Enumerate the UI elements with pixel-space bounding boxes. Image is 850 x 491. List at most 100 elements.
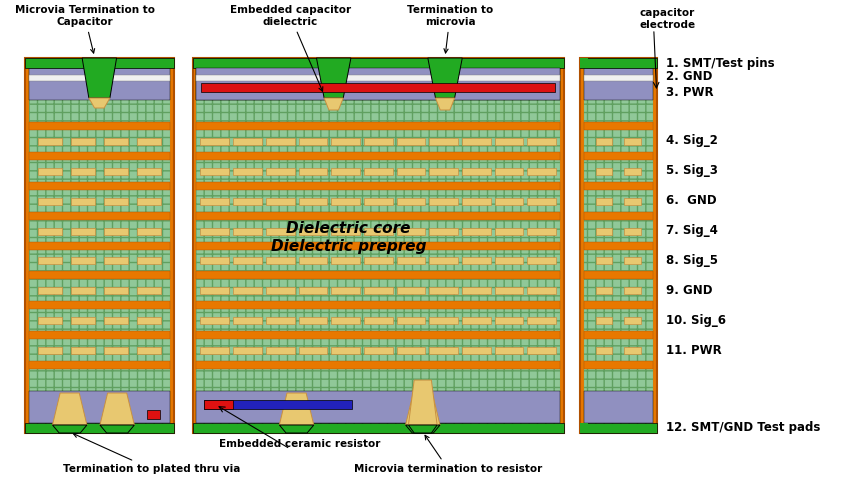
Bar [462, 317, 490, 324]
Bar [429, 168, 458, 175]
Bar [71, 198, 95, 205]
Text: Embedded capacitor
dielectric: Embedded capacitor dielectric [230, 5, 351, 91]
Bar [29, 62, 170, 429]
Polygon shape [100, 425, 134, 433]
Bar [332, 287, 360, 294]
Bar [266, 287, 294, 294]
Bar [266, 168, 294, 175]
Bar [596, 287, 612, 294]
Bar [625, 168, 641, 175]
Polygon shape [324, 98, 343, 110]
Bar [233, 347, 262, 354]
Bar [137, 227, 161, 235]
Bar [462, 198, 490, 205]
Polygon shape [405, 425, 440, 433]
Bar [137, 198, 161, 205]
Bar [584, 331, 653, 339]
Bar [625, 287, 641, 294]
Bar [29, 75, 170, 81]
Bar [266, 317, 294, 324]
Bar [193, 58, 564, 433]
Bar [397, 227, 425, 235]
Bar [397, 257, 425, 265]
Text: 6.  GND: 6. GND [666, 194, 717, 207]
Bar [196, 75, 560, 81]
Bar [266, 198, 294, 205]
Text: 5. Sig_3: 5. Sig_3 [666, 164, 718, 177]
Bar [364, 227, 393, 235]
Bar [495, 317, 524, 324]
Bar [201, 83, 555, 92]
Bar [584, 301, 653, 309]
Bar [104, 198, 128, 205]
Bar [298, 138, 327, 145]
Bar [584, 75, 653, 81]
Text: Embedded ceramic resistor: Embedded ceramic resistor [219, 439, 381, 449]
Bar [584, 62, 653, 429]
Text: Microvia Termination to
Capacitor: Microvia Termination to Capacitor [14, 5, 155, 53]
Bar [298, 287, 327, 294]
Bar [527, 317, 556, 324]
Bar [495, 347, 524, 354]
Bar [332, 317, 360, 324]
Bar [584, 68, 653, 100]
Bar [527, 287, 556, 294]
Bar [584, 212, 653, 219]
Polygon shape [89, 98, 110, 108]
Bar [193, 58, 564, 68]
Polygon shape [435, 98, 455, 110]
Bar [298, 347, 327, 354]
Bar [298, 317, 327, 324]
Bar [137, 138, 161, 145]
Bar [364, 347, 393, 354]
Bar [38, 198, 62, 205]
Bar [584, 242, 653, 249]
Bar [29, 182, 170, 190]
Bar [204, 400, 353, 409]
Text: 1. SMT/Test pins: 1. SMT/Test pins [666, 56, 775, 70]
Bar [196, 391, 560, 423]
Bar [196, 68, 560, 100]
Text: 4. Sig_2: 4. Sig_2 [666, 135, 718, 147]
Bar [38, 227, 62, 235]
Polygon shape [428, 58, 462, 98]
Bar [137, 287, 161, 294]
Bar [462, 347, 490, 354]
Bar [38, 287, 62, 294]
Bar [201, 138, 230, 145]
Bar [104, 227, 128, 235]
Bar [298, 168, 327, 175]
Bar [196, 152, 560, 160]
Bar [196, 272, 560, 279]
Bar [193, 423, 564, 433]
Bar [26, 423, 173, 433]
Bar [527, 198, 556, 205]
Bar [71, 227, 95, 235]
Bar [104, 287, 128, 294]
Bar [397, 138, 425, 145]
Bar [397, 317, 425, 324]
Bar [429, 347, 458, 354]
Bar [584, 122, 653, 130]
Polygon shape [53, 425, 87, 433]
Text: capacitor
electrode: capacitor electrode [639, 8, 695, 30]
Bar [38, 168, 62, 175]
Bar [527, 227, 556, 235]
Bar [364, 198, 393, 205]
Bar [429, 287, 458, 294]
Polygon shape [280, 393, 314, 425]
Bar [29, 122, 170, 130]
Bar [527, 257, 556, 265]
Bar [38, 138, 62, 145]
Text: 11. PWR: 11. PWR [666, 344, 722, 356]
Bar [233, 287, 262, 294]
Bar [38, 347, 62, 354]
Bar [26, 58, 173, 433]
Bar [429, 257, 458, 265]
Bar [196, 68, 560, 100]
Bar [201, 168, 230, 175]
Bar [298, 257, 327, 265]
Bar [104, 257, 128, 265]
Text: Dielectric core
Dielectric prepreg: Dielectric core Dielectric prepreg [271, 221, 427, 254]
Bar [625, 347, 641, 354]
